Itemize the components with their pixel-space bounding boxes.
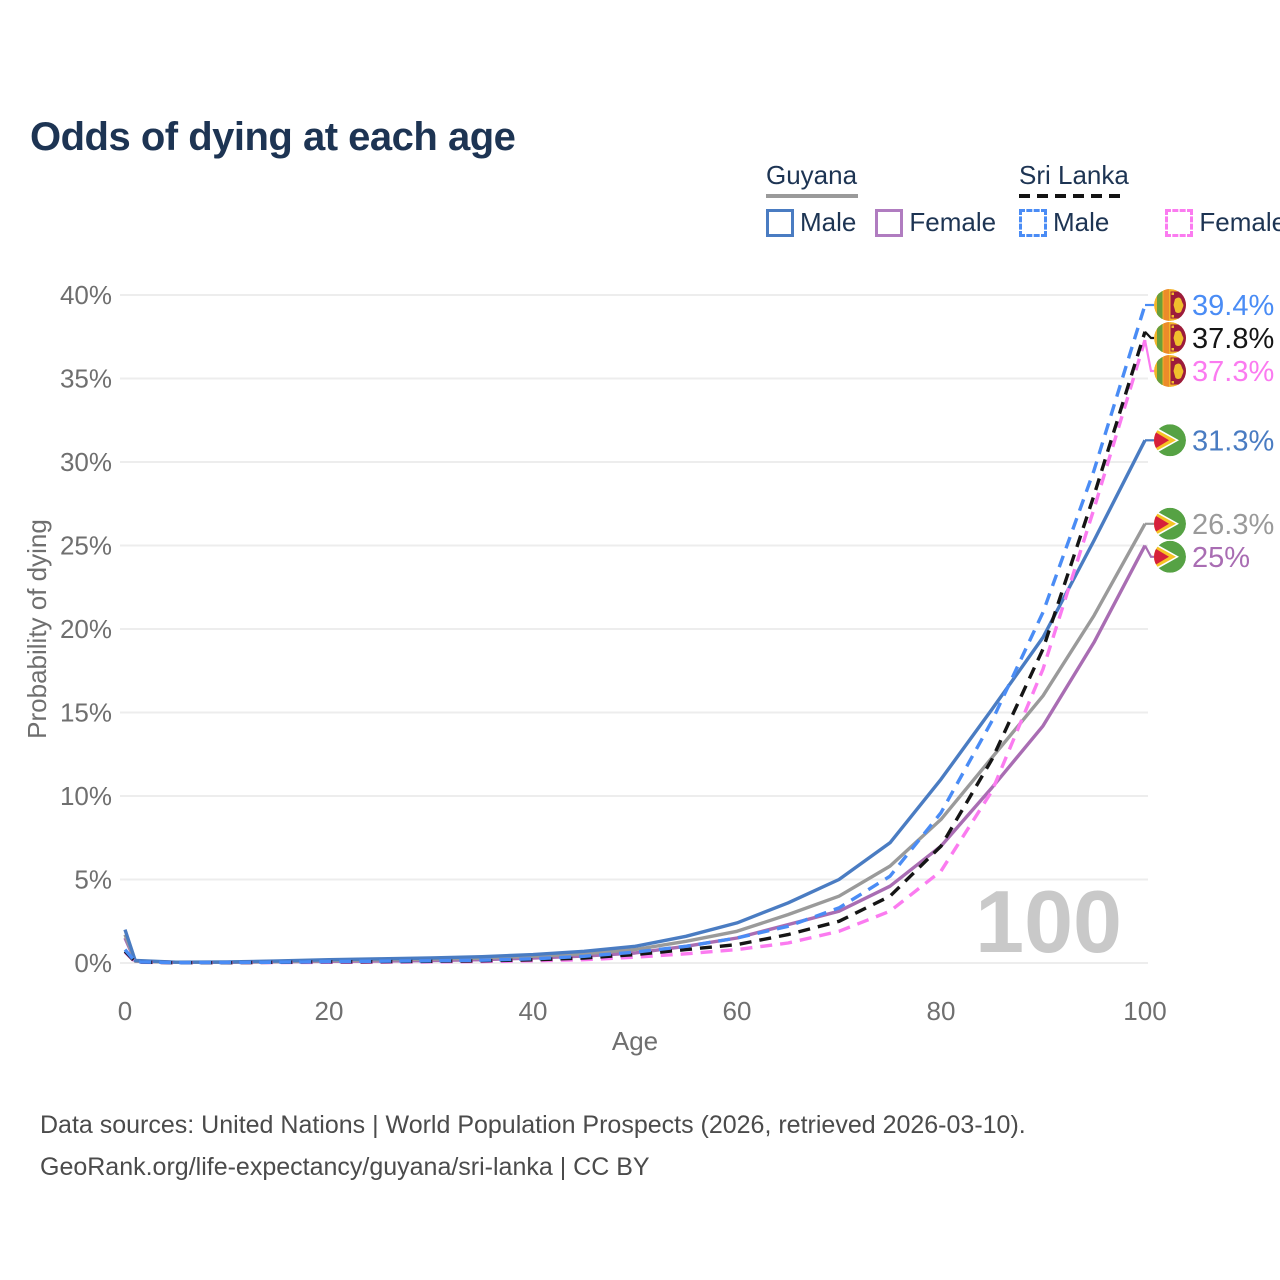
sri-lanka-male-swatch-icon [1019,208,1047,237]
y-axis-title: Probability of dying [22,519,52,739]
legend-country-sri-lanka-label: Sri Lanka [1019,160,1129,190]
end-label-value-sri-lanka-male: 39.4% [1192,290,1274,322]
end-label-connector-sri-lanka-overall [1144,330,1154,340]
y-tick-label: 15% [60,698,112,728]
footer: Data sources: United Nations | World Pop… [40,1104,1026,1188]
y-tick-label: 40% [60,280,112,310]
guyana-male-swatch-icon [766,208,794,237]
x-axis-title: Age [612,1026,658,1056]
sri-lanka-flag-icon [1154,355,1186,387]
guyana-female-swatch-icon [875,208,904,237]
guyana-flag-icon [1154,507,1186,540]
y-tick-label: 20% [60,614,112,644]
guyana-flag-icon [1154,424,1186,457]
legend-label-sri-lanka-male: Male [1053,207,1110,237]
legend-item-sri-lanka-male[interactable]: Male [1019,207,1109,238]
series-line-sri-lanka-female [123,339,1147,965]
guyana-overall-line-swatch [766,194,858,198]
end-label-value-guyana-male: 31.3% [1192,425,1274,457]
y-tick-label: 10% [60,781,112,811]
y-tick-label: 0% [74,948,112,978]
end-label-value-sri-lanka-overall: 37.8% [1192,323,1274,355]
sri-lanka-flag-icon [1154,322,1186,354]
series-line-sri-lanka-male [123,304,1147,965]
legend-group-sri-lanka: Sri Lanka Male Female [1019,160,1280,238]
x-tick-label: 0 [118,996,132,1026]
x-tick-label: 80 [927,996,956,1026]
sri-lanka-flag-icon [1154,289,1186,321]
sri-lanka-female-swatch-icon [1165,208,1194,237]
legend-item-guyana-female[interactable]: Female [875,207,996,238]
legend-label-guyana-male: Male [800,207,857,237]
footer-attribution: GeoRank.org/life-expectancy/guyana/sri-l… [40,1153,650,1181]
legend-item-guyana-male[interactable]: Male [766,207,856,238]
guyana-flag-icon [1154,540,1186,573]
sri-lanka-overall-line-swatch [1019,194,1125,198]
end-label-connector-sri-lanka-female [1143,339,1154,373]
x-tick-label: 60 [723,996,752,1026]
end-label-value-guyana-overall: 26.3% [1192,509,1274,541]
y-tick-label: 30% [60,447,112,477]
legend-item-sri-lanka-female[interactable]: Female [1165,207,1280,238]
series-line-sri-lanka-overall [123,331,1147,965]
legend-country-guyana-label: Guyana [766,160,858,190]
y-tick-label: 25% [60,531,112,561]
y-tick-label: 5% [74,865,112,895]
watermark-age-label: 100 [975,872,1122,971]
x-tick-label: 20 [315,996,344,1026]
legend-label-guyana-female: Female [909,207,997,237]
footer-data-sources: Data sources: United Nations | World Pop… [40,1111,1026,1139]
legend-label-sri-lanka-female: Female [1199,207,1280,237]
x-tick-label: 40 [519,996,548,1026]
end-label-value-sri-lanka-female: 37.3% [1192,356,1274,388]
legend-country-guyana: Guyana [766,160,996,198]
legend-group-guyana: Guyana Male Female [766,160,996,238]
legend-country-sri-lanka: Sri Lanka [1019,160,1280,198]
y-tick-label: 35% [60,364,112,394]
end-label-value-guyana-female: 25% [1192,542,1250,574]
page-title: Odds of dying at each age [30,114,516,159]
end-label-connector-guyana-female [1144,544,1154,558]
x-tick-label: 100 [1123,996,1166,1026]
